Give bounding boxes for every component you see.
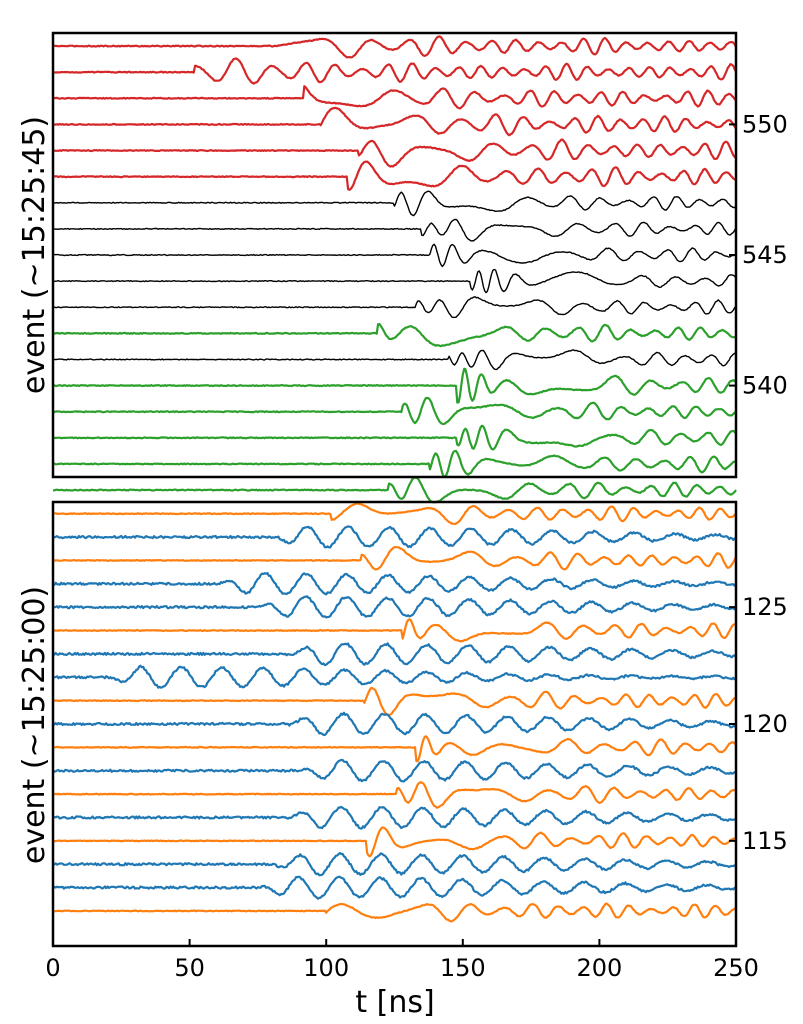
xtick-label-100: 100 [303, 954, 349, 982]
bottom-trace-event-127 [53, 546, 737, 571]
bottom-trace-event-125 [52, 595, 737, 619]
top-trace-event-542 [52, 323, 737, 348]
bottom-xticks: 0 50 100 150 200 250 [45, 939, 759, 982]
top-trace-event-541 [53, 349, 737, 371]
top-trace-event-551 [52, 85, 737, 110]
bottom-xlabel: t [ns] [355, 985, 434, 1020]
bottom-trace-event-119 [52, 735, 737, 763]
top-trace-event-546 [52, 218, 737, 242]
xtick-label-50: 50 [174, 954, 205, 982]
bottom-trace-event-121 [52, 686, 737, 717]
bottom-trace-event-124 [52, 618, 737, 643]
top-trace-event-544 [53, 268, 737, 294]
top-trace-event-547 [52, 190, 737, 217]
bottom-yticks: 115 120 125 [729, 593, 788, 855]
xtick-label-0: 0 [45, 954, 60, 982]
bottom-trace-event-123 [52, 642, 737, 667]
xtick-label-150: 150 [440, 954, 486, 982]
bottom-ytick-label-115: 115 [742, 827, 788, 855]
top-trace-event-540 [53, 367, 737, 404]
top-trace-event-536 [52, 476, 737, 504]
xtick-label-250: 250 [713, 954, 759, 982]
top-trace-event-543 [53, 296, 737, 319]
top-trace-event-538 [52, 424, 737, 451]
bottom-trace-event-114 [52, 851, 737, 877]
top-ytick-label-545: 545 [742, 241, 788, 269]
bottom-panel: 115 120 125 0 50 100 150 200 250 event (~15:25:… [17, 500, 788, 1020]
bottom-trace-event-116 [52, 805, 737, 830]
bottom-ytick-label-120: 120 [742, 710, 788, 738]
bottom-trace-event-129 [52, 502, 737, 526]
top-trace-event-550 [52, 106, 737, 137]
bottom-trace-event-126 [52, 572, 737, 596]
bottom-trace-event-122 [52, 664, 737, 689]
top-ytick-label-550: 550 [742, 110, 788, 138]
bottom-traces [52, 502, 737, 923]
top-trace-event-548 [52, 160, 737, 191]
top-trace-event-549 [52, 138, 737, 168]
bottom-trace-event-117 [52, 781, 737, 809]
top-plot-frame [51, 31, 738, 479]
bottom-ytick-label-125: 125 [742, 593, 788, 621]
bottom-trace-event-118 [52, 758, 737, 783]
top-traces [52, 35, 737, 504]
bottom-trace-event-120 [52, 711, 737, 737]
xtick-label-200: 200 [576, 954, 622, 982]
top-trace-event-539 [52, 396, 737, 426]
bottom-trace-event-113 [52, 875, 737, 900]
top-ytick-label-540: 540 [742, 372, 788, 400]
top-yticks: 540 545 550 [729, 110, 788, 400]
bottom-plot-frame [51, 500, 738, 948]
top-trace-event-537 [52, 449, 737, 478]
bottom-trace-event-128 [52, 525, 737, 549]
top-trace-event-545 [52, 243, 737, 268]
top-trace-event-552 [52, 57, 737, 85]
bottom-trace-event-112 [52, 902, 737, 923]
bottom-ylabel: event (~15:25:00) [17, 586, 52, 864]
top-panel: 540 545 550 event (~15:25:45) [17, 31, 788, 504]
top-trace-event-553 [52, 35, 737, 59]
top-ylabel: event (~15:25:45) [17, 116, 52, 394]
bottom-trace-event-115 [52, 826, 737, 858]
